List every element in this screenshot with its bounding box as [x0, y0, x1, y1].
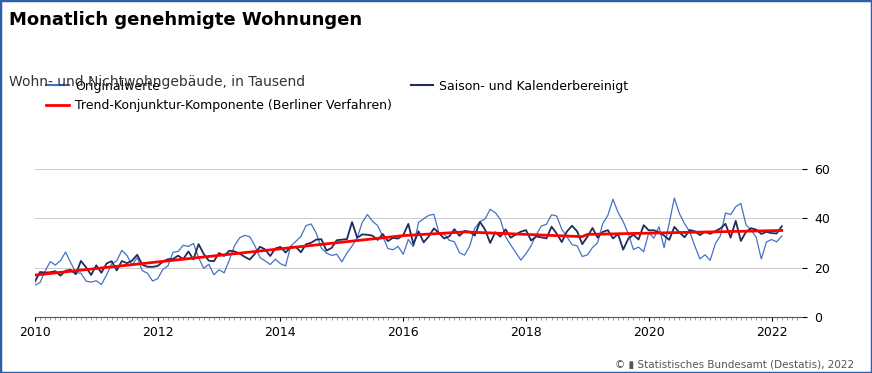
Text: Monatlich genehmigte Wohnungen: Monatlich genehmigte Wohnungen	[9, 11, 362, 29]
Text: © ▮ Statistisches Bundesamt (Destatis), 2022: © ▮ Statistisches Bundesamt (Destatis), …	[616, 359, 855, 369]
Legend: Originalwerte, Trend-Konjunktur-Komponente (Berliner Verfahren), Saison- und Kal: Originalwerte, Trend-Konjunktur-Komponen…	[41, 75, 633, 117]
Text: Wohn- und Nichtwohngebäude, in Tausend: Wohn- und Nichtwohngebäude, in Tausend	[9, 75, 305, 89]
